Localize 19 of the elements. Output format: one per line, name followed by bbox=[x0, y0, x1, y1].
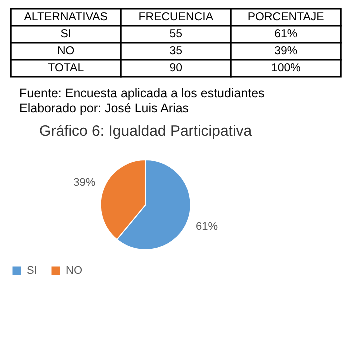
legend-label: NO bbox=[66, 265, 83, 277]
category-label: FRECUENCIA bbox=[138, 12, 214, 24]
source-note: Fuente: Encuesta aplicada a los estudiantes bbox=[20, 86, 265, 100]
text: 55 bbox=[170, 28, 183, 40]
text: 39% bbox=[274, 46, 298, 58]
category-label: SI bbox=[60, 28, 72, 40]
text: 90 bbox=[170, 62, 183, 74]
text: 100% bbox=[271, 62, 301, 74]
data-label: 39% bbox=[74, 176, 96, 189]
text: Elaborado por: José Luis Arias bbox=[20, 102, 190, 116]
text: ALTERNATIVAS bbox=[24, 12, 108, 24]
data-label: 61% bbox=[196, 221, 218, 234]
category-label: NO bbox=[58, 46, 75, 58]
chart-title: Gráfico 6: Igualdad Participativa bbox=[40, 123, 253, 140]
text: 35 bbox=[170, 46, 183, 58]
text: 61% bbox=[274, 28, 298, 40]
legend-label: SI bbox=[27, 265, 38, 277]
category-label: TOTAL bbox=[48, 62, 84, 74]
category-label: PORCENTAJE bbox=[248, 12, 325, 24]
